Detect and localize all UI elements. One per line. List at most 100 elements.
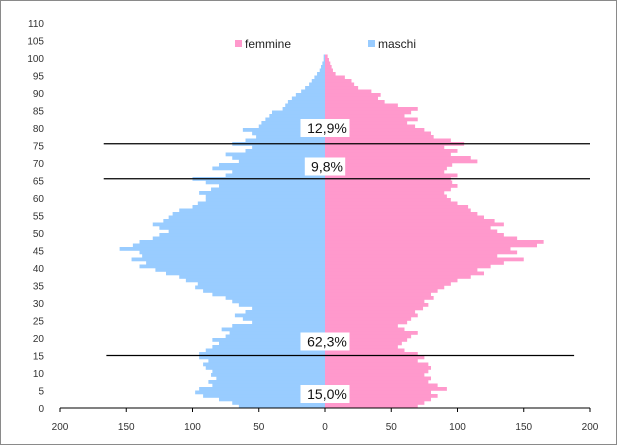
legend: femmine maschi <box>235 37 416 51</box>
bar-maschi-age-69 <box>219 163 325 167</box>
bar-femmine-age-30 <box>325 299 425 304</box>
bar-femmine-age-57 <box>325 205 469 209</box>
bar-maschi-age-93 <box>311 79 325 83</box>
bar-maschi-age-22 <box>221 327 325 332</box>
bar-femmine-age-11 <box>325 366 431 370</box>
bar-maschi-age-24 <box>252 320 325 325</box>
bar-femmine-age-60 <box>325 194 447 199</box>
bar-femmine-age-81 <box>325 121 408 125</box>
bar-maschi-age-8 <box>216 376 325 381</box>
bar-femmine-age-64 <box>325 180 453 185</box>
bar-femmine-age-45 <box>325 247 511 251</box>
bar-femmine-age-90 <box>325 89 372 94</box>
y-tick-label: 50 <box>33 229 45 240</box>
bar-maschi-age-9 <box>211 373 325 377</box>
x-tick-label: 50 <box>386 422 398 433</box>
bar-maschi-age-96 <box>319 68 325 73</box>
bar-maschi-age-99 <box>323 58 325 62</box>
bar-maschi-age-39 <box>155 268 325 272</box>
bar-maschi-age-60 <box>205 194 325 199</box>
bar-femmine-age-89 <box>325 93 381 97</box>
bar-maschi-age-94 <box>314 75 325 80</box>
bar-femmine-age-15 <box>325 352 418 356</box>
bar-femmine-age-25 <box>325 317 412 321</box>
bar-femmine-age-47 <box>325 240 544 244</box>
bar-femmine-age-58 <box>325 201 458 206</box>
bar-maschi-age-68 <box>212 166 325 171</box>
bar-femmine-age-68 <box>325 166 447 171</box>
bar-maschi-age-11 <box>205 366 325 370</box>
pct-label: 62,3% <box>307 334 347 350</box>
bar-maschi-age-46 <box>132 243 325 248</box>
y-tick-label: 15 <box>33 352 45 363</box>
bar-femmine-age-80 <box>325 124 416 129</box>
y-tick-label: 5 <box>38 387 44 398</box>
bar-femmine-age-31 <box>325 296 434 300</box>
bar-femmine-age-2 <box>325 397 431 402</box>
y-tick-label: 55 <box>33 212 45 223</box>
bar-femmine-age-6 <box>325 383 438 388</box>
bar-femmine-age-70 <box>325 159 478 164</box>
bar-femmine-age-18 <box>325 341 402 346</box>
bar-maschi-age-78 <box>252 131 325 136</box>
bar-maschi-age-100 <box>323 54 325 59</box>
bar-femmine-age-92 <box>325 82 355 87</box>
y-tick-label: 100 <box>27 54 44 65</box>
bar-maschi-age-17 <box>212 345 325 349</box>
bar-femmine-age-74 <box>325 145 445 150</box>
bar-maschi-age-45 <box>119 247 325 251</box>
x-tick-label: 200 <box>582 422 599 433</box>
bar-maschi-age-54 <box>168 215 325 220</box>
bar-femmine-age-72 <box>325 152 451 157</box>
bar-maschi-age-82 <box>265 117 325 122</box>
bar-maschi-age-90 <box>301 89 325 94</box>
bar-maschi-age-41 <box>146 261 325 265</box>
bar-femmine-age-36 <box>325 278 458 283</box>
bar-femmine-age-37 <box>325 275 471 279</box>
bar-maschi-age-28 <box>252 306 325 311</box>
bar-femmine-age-27 <box>325 310 416 314</box>
bar-maschi-age-72 <box>225 152 325 157</box>
bar-maschi-age-21 <box>229 331 325 335</box>
y-tick-label: 70 <box>33 159 45 170</box>
pct-label-bg <box>300 332 350 351</box>
pct-label: 15,0% <box>307 386 347 402</box>
bar-maschi-age-13 <box>208 359 325 363</box>
bar-maschi-age-55 <box>172 212 325 216</box>
y-tick-label: 10 <box>33 369 45 380</box>
x-tick-label: 150 <box>515 422 532 433</box>
bar-femmine-age-86 <box>325 103 398 108</box>
bar-femmine-age-24 <box>325 320 408 325</box>
bar-maschi-age-74 <box>252 145 325 150</box>
bar-maschi-age-25 <box>242 317 325 321</box>
bar-femmine-age-95 <box>325 72 336 76</box>
bar-femmine-age-96 <box>325 68 333 73</box>
bar-maschi-age-40 <box>139 264 325 269</box>
bar-maschi-age-70 <box>238 159 325 164</box>
bar-femmine-age-76 <box>325 138 451 143</box>
bar-maschi-age-20 <box>225 334 325 339</box>
bar-maschi-age-19 <box>212 338 325 342</box>
bar-femmine-age-62 <box>325 187 451 192</box>
y-tick-label: 60 <box>33 194 45 205</box>
bar-femmine-age-41 <box>325 261 504 265</box>
bar-femmine-age-91 <box>325 86 359 90</box>
bar-maschi-age-71 <box>232 156 325 160</box>
bar-femmine-age-94 <box>325 75 345 80</box>
x-tick-label: 200 <box>52 422 69 433</box>
bar-femmine-age-34 <box>325 285 445 290</box>
bar-maschi-age-77 <box>256 135 325 139</box>
bar-femmine-age-97 <box>325 65 332 69</box>
bar-femmine-age-16 <box>325 348 405 353</box>
bar-femmine-age-52 <box>325 222 504 227</box>
y-tick-label: 110 <box>28 19 44 30</box>
bar-maschi-age-33 <box>203 289 325 293</box>
bar-maschi-age-83 <box>269 114 325 118</box>
bar-maschi-age-76 <box>245 138 325 143</box>
y-tick-label: 75 <box>33 142 45 153</box>
bar-femmine-age-56 <box>325 208 471 213</box>
bar-femmine-age-82 <box>325 117 418 122</box>
x-axis-ticks: 200 150 100 50 0 50 100 150 200 <box>52 408 599 433</box>
bar-maschi-age-7 <box>208 380 325 384</box>
bar-maschi-age-57 <box>192 205 325 209</box>
